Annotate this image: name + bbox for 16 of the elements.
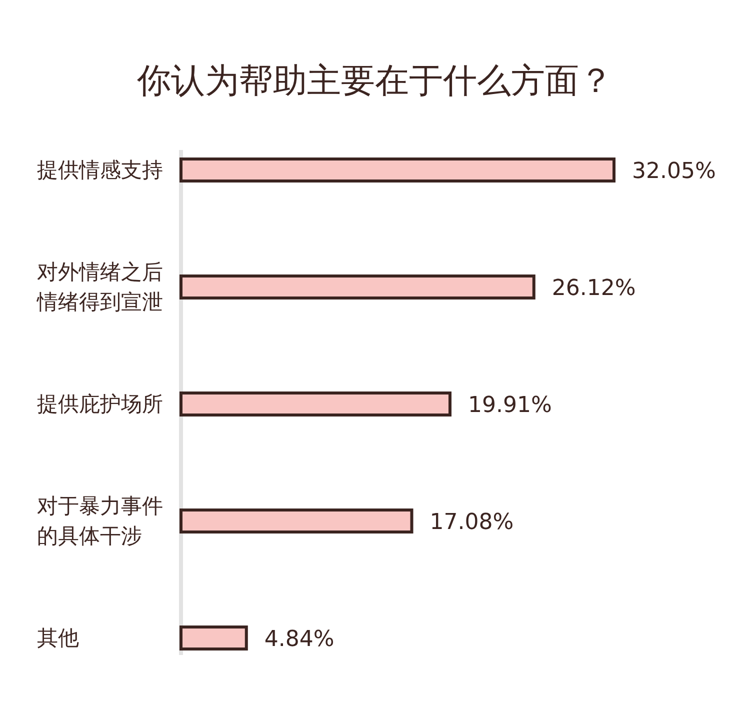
bar [180,626,248,650]
bar [180,508,414,534]
data-label: 32.05% [632,159,716,184]
y-tick-label: 其他 [37,626,79,650]
data-label: 26.12% [552,276,636,301]
y-tick-label: 对外情绪之后情绪得到宣泄 [36,260,163,314]
chart-title: 你认为帮助主要在于什么方面？ [136,61,613,101]
bar [180,274,536,300]
y-tick-label: 对于暴力事件的具体干涉 [37,494,163,548]
bar [180,392,452,416]
data-label: 17.08% [430,510,514,535]
y-tick-label: 提供情感支持 [37,158,163,182]
y-tick-label: 提供庇护场所 [37,392,163,416]
data-label: 4.84% [264,627,334,652]
data-label: 19.91% [468,393,552,418]
bar [180,158,616,182]
